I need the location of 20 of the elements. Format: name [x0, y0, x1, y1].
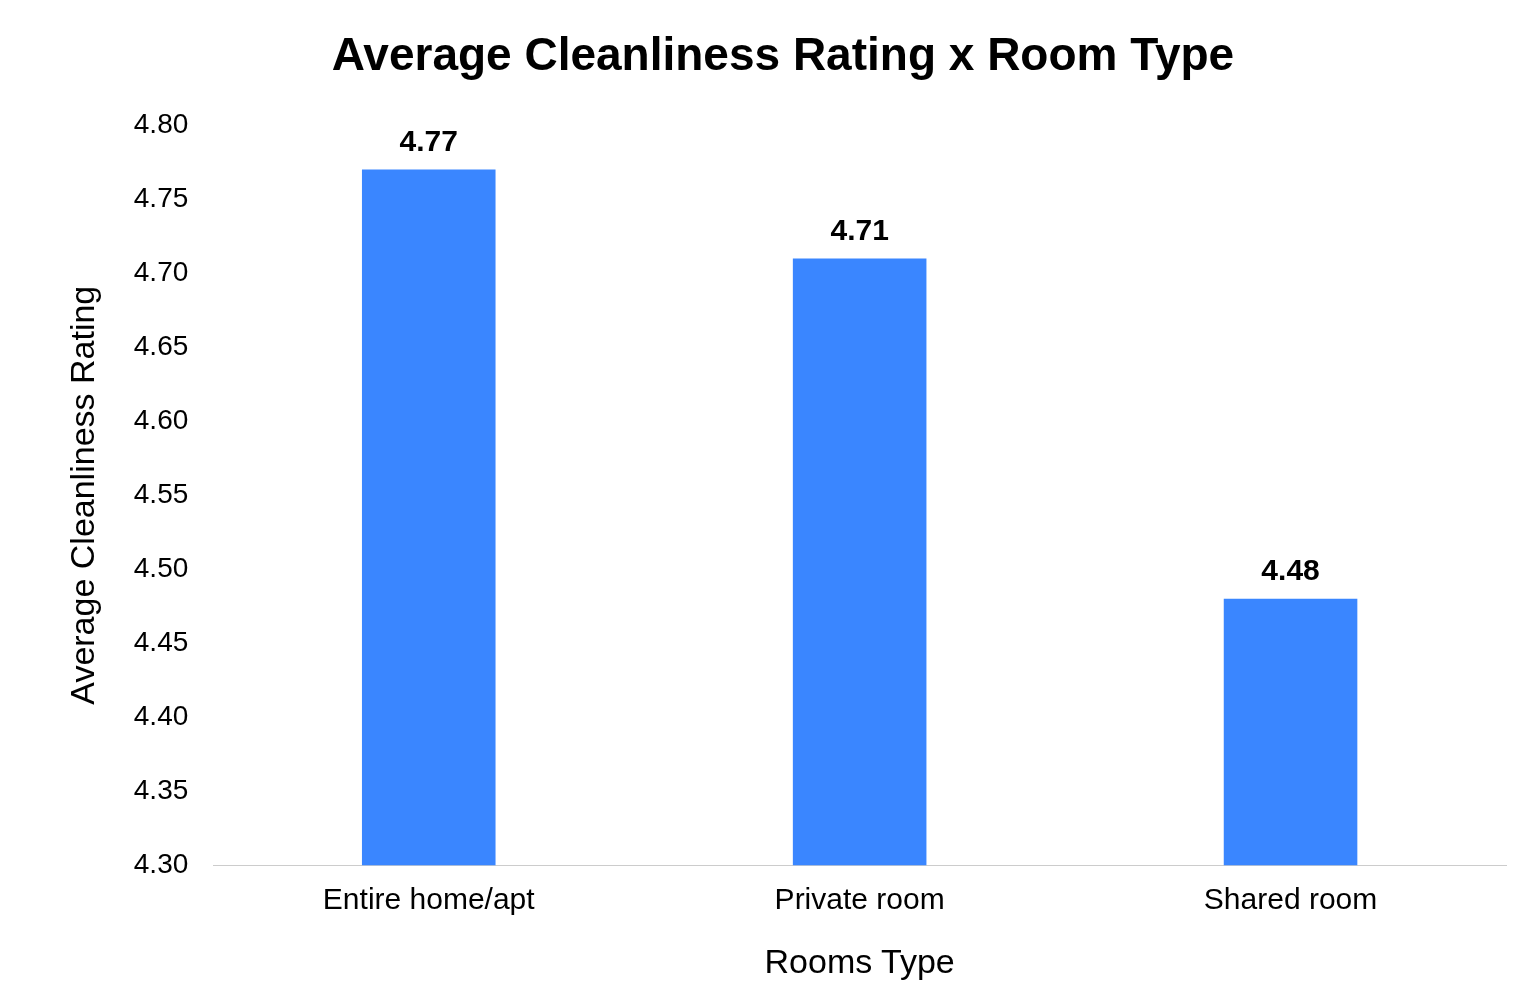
- data-label: 4.77: [399, 123, 458, 157]
- y-tick-label: 4.35: [133, 773, 189, 805]
- y-tick-label: 4.75: [133, 181, 189, 213]
- y-tick-label: 4.40: [133, 699, 189, 731]
- x-tick-label: Entire home/apt: [322, 882, 536, 916]
- y-tick-label: 4.70: [133, 255, 189, 287]
- y-tick-label: 4.50: [133, 551, 189, 583]
- y-tick-label: 4.60: [133, 403, 189, 435]
- y-tick-label: 4.80: [133, 107, 189, 139]
- data-label: 4.71: [830, 212, 889, 246]
- y-axis-title: Average Cleanliness Rating: [62, 285, 101, 705]
- y-tick-label: 4.55: [133, 477, 189, 509]
- x-axis-title: Rooms Type: [764, 941, 955, 980]
- x-tick-label: Shared room: [1203, 882, 1378, 916]
- data-label: 4.48: [1261, 553, 1320, 587]
- y-tick-label: 4.65: [133, 329, 189, 361]
- y-tick-label: 4.45: [133, 625, 189, 657]
- x-tick-label: Private room: [774, 882, 945, 916]
- y-tick-label: 4.30: [133, 847, 189, 879]
- chart-title: Average Cleanliness Rating x Room Type: [331, 28, 1235, 81]
